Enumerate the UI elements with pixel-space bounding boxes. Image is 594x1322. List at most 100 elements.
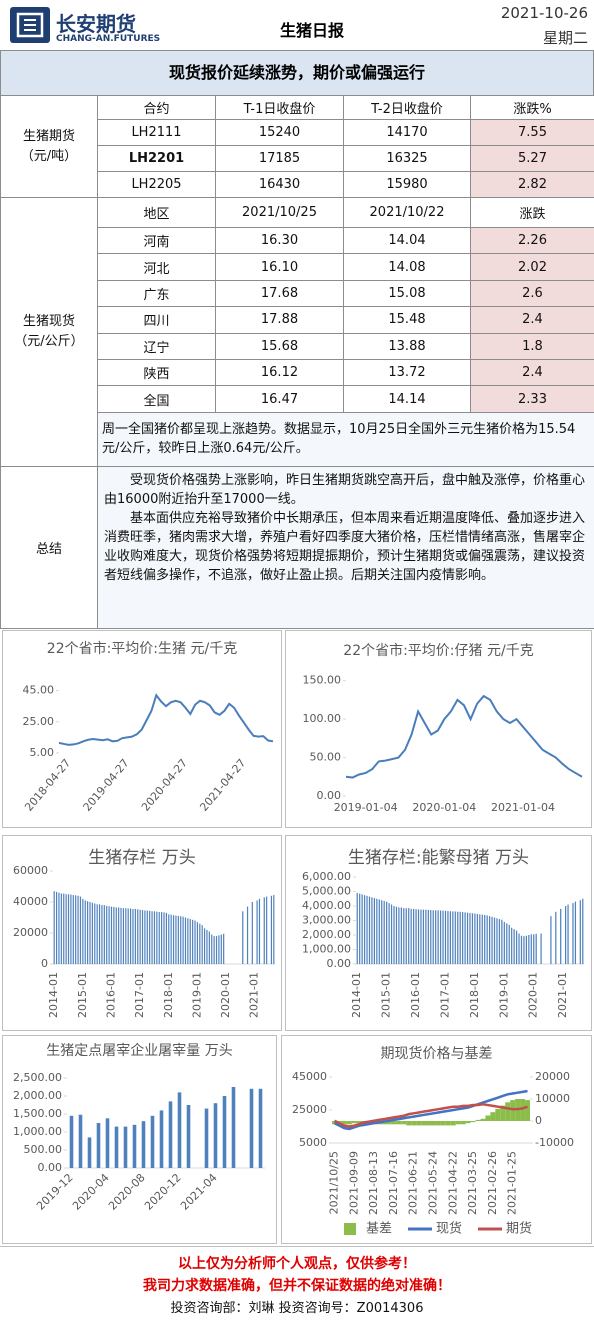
x-tick-label: 2020-08 [106, 1171, 148, 1213]
x-tick-label: 2021-09-09 [347, 1151, 360, 1215]
y-tick-label: 2,000.00 [302, 928, 351, 941]
bar [84, 900, 86, 964]
y-tick-label: 0 [41, 957, 48, 970]
bar [341, 1121, 347, 1125]
bar [55, 891, 58, 964]
bar [113, 906, 115, 964]
y2-tick-label: 10000 [535, 1092, 570, 1105]
bar [535, 933, 537, 964]
table-cell: 5.27 [470, 145, 594, 172]
chart-title: 22个省市:平均价:仔猪 元/千克 [343, 642, 533, 659]
bar [150, 1115, 155, 1168]
bar [469, 912, 471, 964]
bar [158, 912, 160, 964]
bar [508, 924, 510, 964]
bar [137, 909, 139, 964]
bar [406, 1121, 412, 1126]
y-tick-label: 4,000.00 [302, 899, 351, 912]
chart-title: 生猪存栏:能繁母猪 万头 [348, 848, 529, 868]
data-table: 生猪期货 （元/吨） 合约 T-1日收盘价 T-2日收盘价 涨跌% LH2111 15240 1… [0, 95, 594, 629]
bar [127, 908, 129, 964]
table-cell: 14.04 [343, 226, 471, 255]
bar [432, 910, 434, 964]
bar [249, 1088, 254, 1168]
x-tick-label: 2021-01 [248, 972, 261, 1018]
bar [440, 1121, 446, 1126]
bar [493, 917, 496, 964]
bar [396, 1121, 402, 1125]
bar [98, 904, 101, 964]
bar [366, 895, 368, 964]
table-row: LH2111 15240 14170 7.55 [1, 119, 594, 146]
bar [413, 908, 415, 964]
bar [89, 902, 91, 964]
y-tick-label: 45000 [292, 1070, 327, 1083]
bar [572, 903, 574, 964]
bar [77, 895, 79, 964]
bar [123, 1126, 128, 1168]
column-header: T-2日收盘价 [343, 95, 471, 120]
table-row: LH2205 16430 15980 2.82 [1, 171, 594, 198]
table-cell: 辽宁 [97, 332, 216, 360]
bar [400, 907, 402, 964]
bar [466, 912, 469, 964]
bar [408, 908, 410, 964]
legend-label: 现货 [436, 1221, 462, 1237]
bar [523, 936, 525, 964]
table-cell: 全国 [97, 385, 216, 413]
company-name: 长安期货 [56, 12, 136, 36]
bar [151, 911, 153, 964]
bar [170, 914, 172, 964]
bar [263, 897, 265, 964]
y-tick-label: 25000 [292, 1103, 327, 1116]
bar [540, 933, 542, 964]
bar [470, 1121, 476, 1123]
bar [550, 916, 552, 964]
x-tick-label: 2021-06-21 [407, 1151, 420, 1215]
y-tick-label: 1,000.00 [302, 943, 351, 956]
bar [422, 909, 425, 964]
y-tick-label: 20000 [13, 926, 48, 939]
y-tick-label: 5000 [299, 1136, 327, 1149]
table-cell: 16.30 [215, 226, 344, 255]
bar [480, 1118, 486, 1121]
chart-panel: 生猪存栏 万头 0 20000 40000 60000 2014-01 2015-01 201… [2, 835, 282, 1031]
y2-tick-label: -10000 [535, 1136, 574, 1149]
bar [215, 936, 218, 964]
bar [351, 1121, 357, 1124]
bar [91, 902, 93, 964]
bar [180, 916, 182, 964]
bar [72, 895, 74, 964]
section-title: 生猪现货 [22, 313, 75, 329]
bar [94, 903, 96, 964]
bar [579, 900, 581, 964]
bar [120, 907, 122, 964]
column-header: 地区 [97, 197, 216, 228]
bar [115, 907, 117, 964]
report-title: 生猪日报 [280, 21, 345, 40]
table-cell: LH2205 [97, 171, 216, 198]
section-label: 生猪现货 （元/公斤） [0, 197, 98, 467]
table-cell: 河南 [97, 226, 216, 255]
bar [189, 919, 191, 964]
bar [445, 1121, 451, 1126]
bar [192, 919, 194, 964]
bar [582, 898, 584, 964]
table-cell: 四川 [97, 306, 216, 334]
legend-label: 基差 [366, 1222, 392, 1237]
x-tick-label: 2021-07-16 [387, 1151, 400, 1215]
x-tick-label: 2021-03-25 [466, 1151, 479, 1215]
x-tick-label: 2021-04-22 [446, 1151, 459, 1215]
bar [361, 894, 363, 964]
bar [567, 904, 569, 964]
bar [475, 1119, 481, 1121]
y-tick-label: 150.00 [303, 674, 342, 687]
bar [82, 898, 84, 964]
table-cell: 14.14 [343, 385, 471, 413]
bar [398, 907, 400, 964]
bar [218, 935, 220, 964]
y-tick-label: 1,000.00 [13, 1125, 62, 1138]
weekday: 星期二 [542, 29, 588, 47]
x-tick-label: 2021-02-26 [486, 1151, 499, 1215]
bar [495, 1108, 501, 1121]
